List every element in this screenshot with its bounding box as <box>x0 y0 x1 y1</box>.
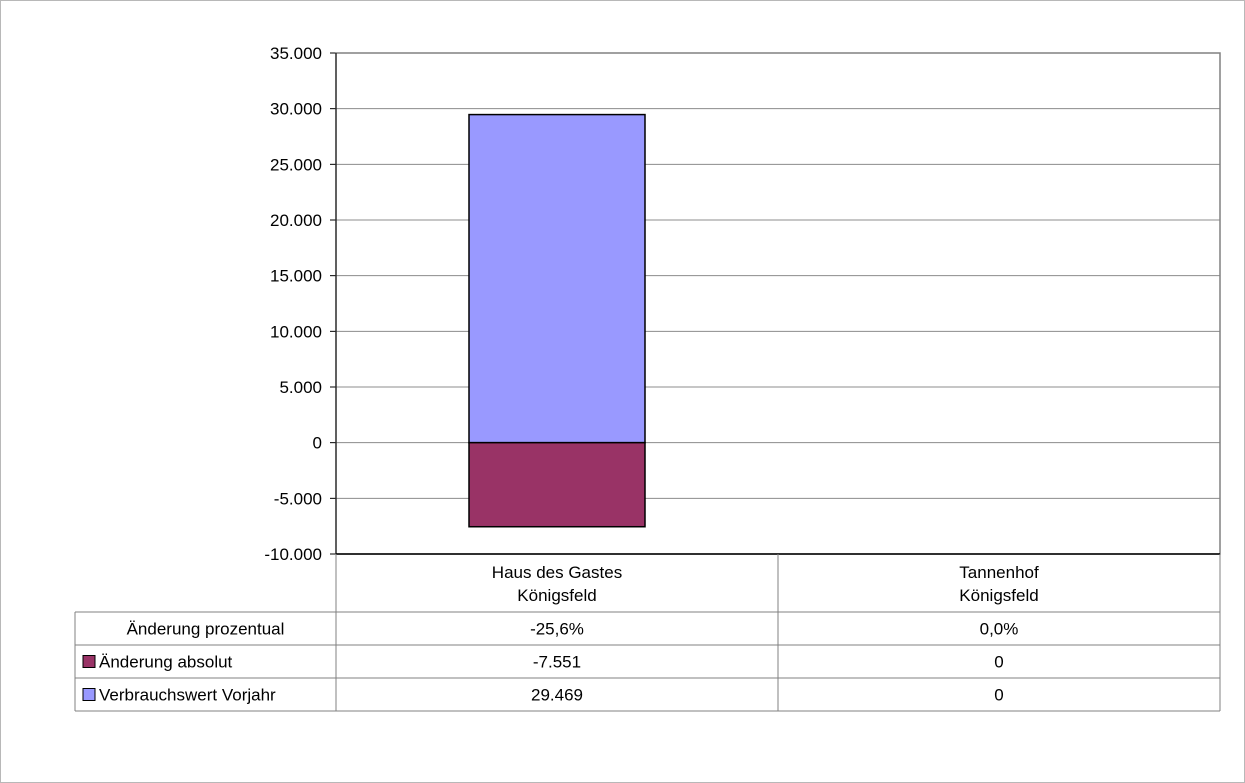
table-cell-value: -25,6% <box>530 620 584 639</box>
y-tick-label: 0 <box>313 434 322 453</box>
y-tick-label: 30.000 <box>270 100 322 119</box>
y-tick-label: 15.000 <box>270 267 322 286</box>
table-row-label: Änderung absolut <box>99 653 233 672</box>
bar <box>468 441 646 528</box>
table-cell-value: 0,0% <box>980 620 1019 639</box>
legend-swatch <box>82 688 96 701</box>
table-row-label: Verbrauchswert Vorjahr <box>99 686 276 705</box>
legend-swatch <box>82 655 96 668</box>
y-tick-label: 35.000 <box>270 44 322 63</box>
y-tick-label: 5.000 <box>279 378 322 397</box>
y-tick-label: -5.000 <box>274 489 322 508</box>
table-cell-value: 0 <box>994 686 1003 705</box>
table-cell-value: -7.551 <box>533 653 581 672</box>
bar <box>468 113 646 444</box>
y-tick-label: 25.000 <box>270 155 322 174</box>
x-category-label: Haus des Gastes <box>492 563 622 582</box>
table-row-label: Änderung prozentual <box>127 620 285 639</box>
table-cell-value: 29.469 <box>531 686 583 705</box>
y-tick-label: -10.000 <box>264 545 322 564</box>
y-tick-label: 10.000 <box>270 322 322 341</box>
table-cell-value: 0 <box>994 653 1003 672</box>
x-category-label: Königsfeld <box>517 586 596 605</box>
y-tick-label: 20.000 <box>270 211 322 230</box>
x-category-label: Tannenhof <box>959 563 1039 582</box>
x-category-label: Königsfeld <box>959 586 1038 605</box>
